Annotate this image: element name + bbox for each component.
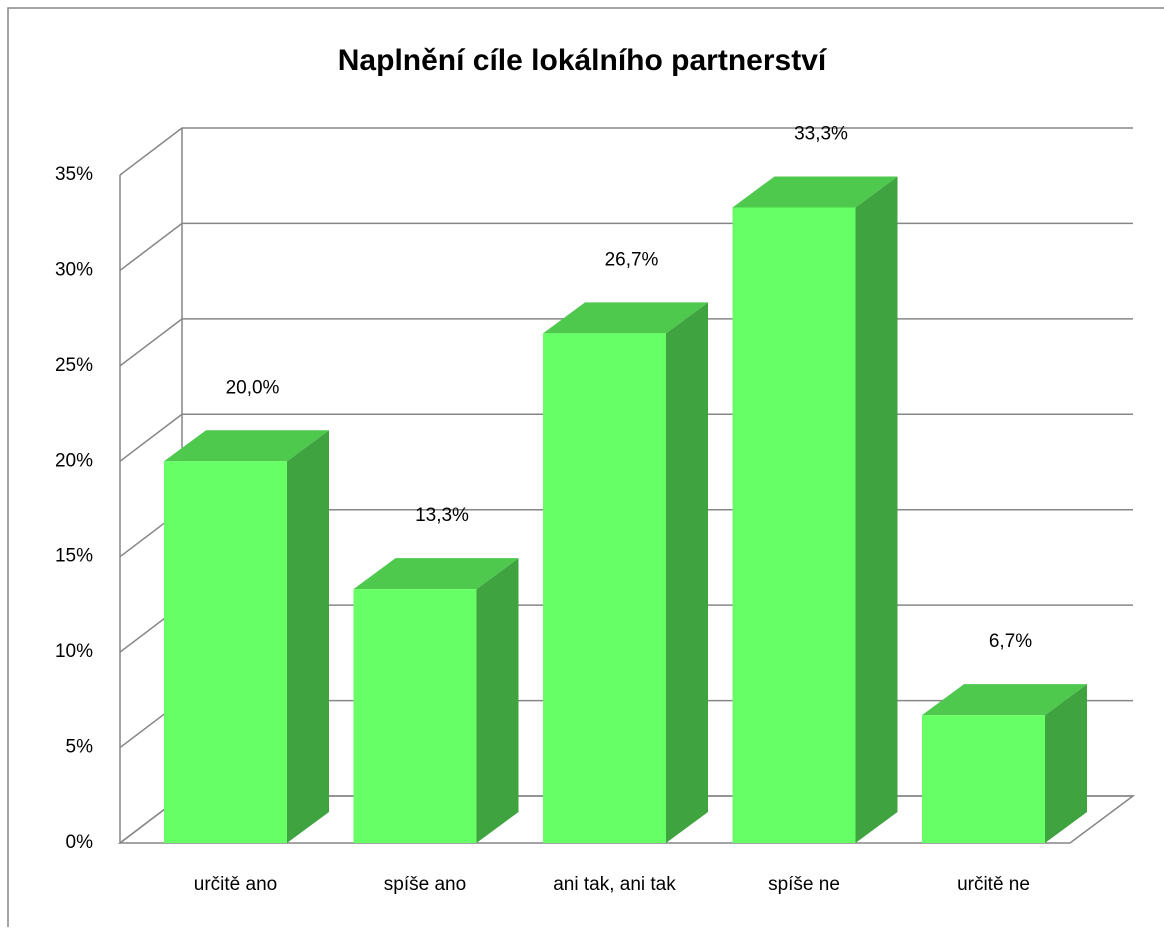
bar-side (476, 558, 519, 843)
bar-side (855, 176, 898, 844)
bar-top (353, 558, 519, 590)
bar-front (732, 207, 856, 844)
bar-top (732, 176, 898, 208)
y-tick-label: 25% (55, 355, 93, 376)
bar (732, 176, 898, 844)
x-tick-label: spíše ano (384, 874, 466, 895)
y-tick-label: 15% (55, 546, 93, 567)
data-label: 26,7% (605, 249, 659, 270)
data-label: 20,0% (226, 377, 280, 398)
y-tick-label: 0% (66, 832, 94, 853)
chart-frame (7, 7, 1164, 927)
bar (353, 558, 519, 843)
x-tick-label: spíše ne (768, 874, 840, 895)
bar-front (353, 589, 477, 843)
bar (543, 302, 708, 843)
bar-top (164, 430, 329, 462)
y-tick-label: 30% (55, 259, 93, 280)
data-label: 13,3% (415, 505, 469, 526)
bar-side (287, 430, 329, 843)
data-label: 6,7% (989, 631, 1032, 652)
bar-front (164, 461, 287, 843)
y-tick-label: 5% (66, 737, 94, 758)
bar-front (543, 333, 666, 843)
bar (164, 430, 329, 843)
x-tick-label: ani tak, ani tak (553, 874, 676, 895)
bar-side (1045, 684, 1087, 843)
bar-top (543, 302, 708, 334)
bar-top (922, 684, 1087, 716)
bar-side (666, 302, 708, 843)
grid-line (119, 127, 1133, 176)
data-label: 33,3% (794, 123, 848, 144)
y-tick-label: 10% (55, 641, 93, 662)
x-tick-label: určitě ne (957, 874, 1030, 895)
chart-title: Naplnění cíle lokálního partnerství (338, 44, 828, 77)
bar-front (922, 715, 1045, 843)
y-tick-label: 35% (55, 164, 93, 185)
bar (922, 684, 1087, 843)
y-tick-label: 20% (55, 450, 93, 471)
x-tick-label: určitě ano (194, 874, 277, 895)
